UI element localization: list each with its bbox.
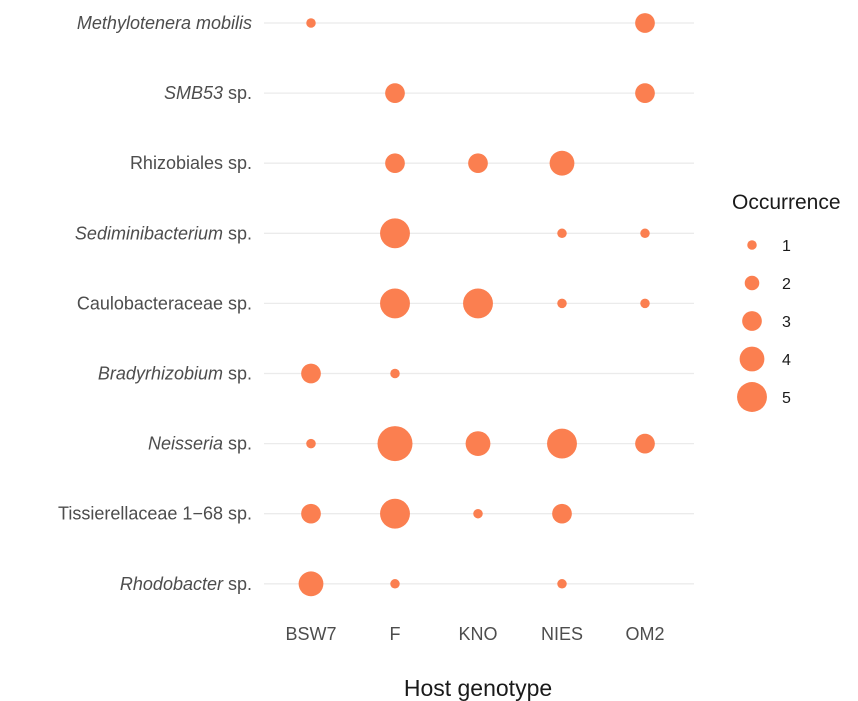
legend-key (744, 275, 760, 291)
data-point (557, 228, 567, 239)
data-point (547, 428, 577, 459)
y-tick-label: Tissierellaceae 1−68 sp. (58, 504, 252, 524)
legend-key (737, 382, 767, 412)
y-axis-tick-labels: Methylotenera mobilis SMB53 sp. Rhizobiale… (58, 13, 252, 594)
legend: Occurrence 1 2 3 4 5 (732, 191, 841, 412)
legend-label: 1 (782, 238, 791, 255)
data-point (380, 218, 410, 249)
y-tick-label: Bradyrhizobium sp. (98, 364, 252, 384)
data-point (377, 426, 413, 462)
legend-key (742, 311, 762, 331)
data-point (463, 288, 493, 319)
legend-label: 3 (782, 314, 791, 331)
data-point (390, 368, 400, 379)
data-point (301, 363, 321, 384)
x-tick-label: BSW7 (285, 624, 336, 644)
data-point (465, 431, 491, 456)
data-point (635, 433, 655, 454)
y-tick-label: Sediminibacterium sp. (75, 223, 252, 243)
data-point (390, 579, 400, 589)
data-point (468, 153, 488, 174)
data-point (380, 288, 410, 319)
x-tick-label: OM2 (625, 624, 664, 644)
data-point (306, 438, 316, 449)
legend-title: Occurrence (732, 191, 841, 214)
data-point (635, 13, 655, 33)
y-tick-label: Methylotenera mobilis (77, 13, 252, 33)
data-point (557, 298, 567, 309)
data-point (552, 503, 572, 524)
data-point (557, 579, 567, 589)
y-tick-label: SMB53 sp. (164, 83, 252, 103)
x-axis-label: Host genotype (404, 675, 552, 701)
y-tick-label: Caulobacteraceae sp. (77, 293, 252, 313)
x-axis-tick-labels: BSW7 F KNO NIES OM2 (285, 624, 664, 644)
legend-label: 4 (782, 352, 791, 369)
data-point (635, 83, 655, 103)
legend-label: 2 (782, 276, 791, 293)
legend-label: 5 (782, 390, 791, 407)
data-point (549, 150, 575, 176)
legend-key (739, 346, 765, 372)
data-point (640, 228, 650, 239)
data-point (380, 498, 410, 529)
x-tick-label: F (390, 624, 401, 644)
y-tick-label: Rhizobiales sp. (130, 153, 252, 173)
data-point (385, 153, 405, 174)
data-point (640, 298, 650, 309)
chart-points (298, 13, 655, 597)
data-point (298, 571, 324, 597)
data-point (301, 503, 321, 524)
data-point (385, 83, 405, 103)
data-point (473, 508, 483, 519)
data-point (306, 18, 316, 28)
legend-key (747, 240, 757, 250)
x-tick-label: NIES (541, 624, 583, 644)
x-tick-label: KNO (458, 624, 497, 644)
y-tick-label: Neisseria sp. (148, 434, 252, 454)
y-tick-label: Rhodobacter sp. (120, 574, 252, 594)
